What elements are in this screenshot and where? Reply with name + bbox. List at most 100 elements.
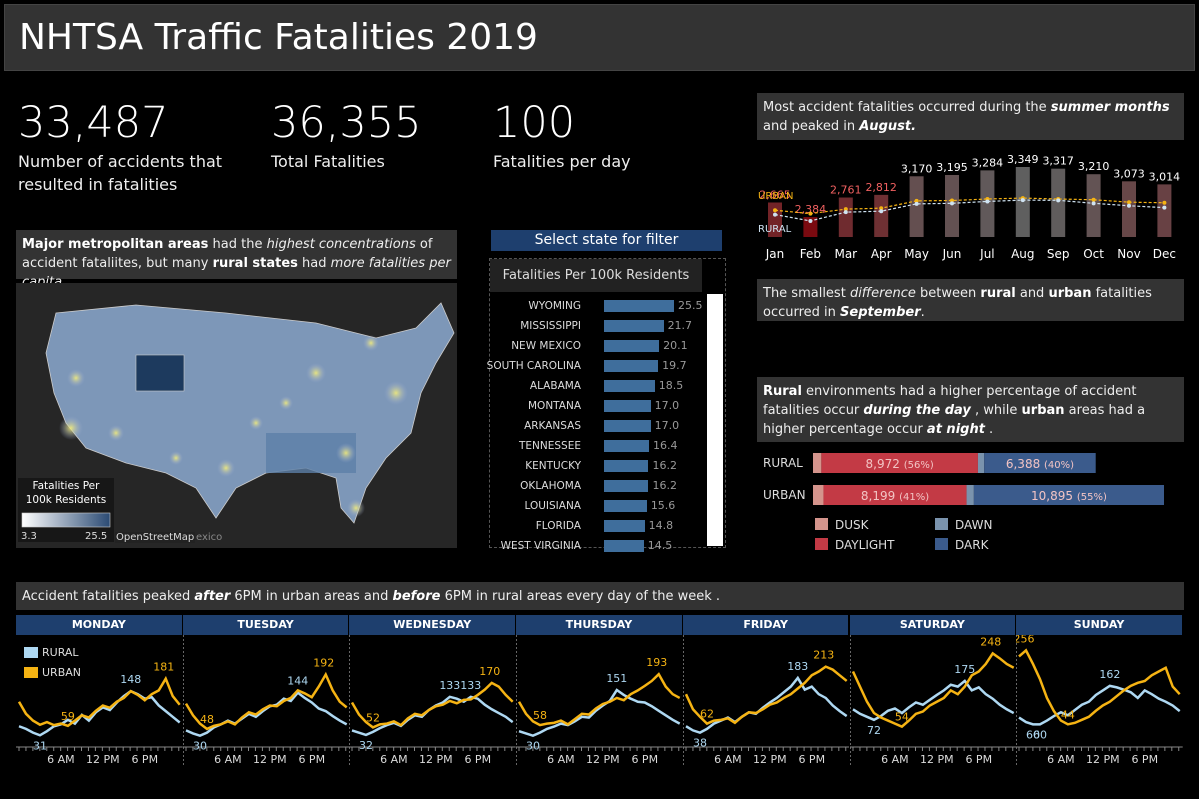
- note-bold: Rural: [763, 384, 802, 399]
- state-row[interactable]: FLORIDA 14.8: [490, 516, 710, 536]
- us-map[interactable]: Fatalities Per 100k Residents 3.3 25.5 O…: [16, 283, 457, 548]
- note-bold: urban: [1048, 286, 1092, 301]
- line-urban: [851, 651, 1014, 729]
- line-urban: [518, 672, 681, 727]
- state-row[interactable]: OKLAHOMA 16.2: [490, 476, 710, 496]
- overlay-point: [1127, 203, 1131, 208]
- legend-swatch: [24, 647, 38, 658]
- kpi-label: Number of accidents that: [18, 152, 223, 171]
- month-value-label: 3,317: [1042, 155, 1074, 168]
- urban-peak-label: 248: [980, 635, 1001, 648]
- line-urban: [184, 671, 348, 731]
- state-row[interactable]: TENNESSEE 16.4: [490, 436, 710, 456]
- note-text: 6PM in rural areas every day of the week…: [440, 589, 721, 604]
- legend-label-daylight: DAYLIGHT: [835, 538, 895, 552]
- month-tick-label: Jun: [942, 247, 962, 261]
- note-bold: Major metropolitan areas: [22, 237, 209, 252]
- state-bar: [604, 320, 664, 332]
- rural-peak-label: 151: [606, 672, 627, 685]
- state-list-scrollbar[interactable]: [707, 294, 723, 546]
- state-row[interactable]: ARKANSAS 17.0: [490, 416, 710, 436]
- lighting-segment-daylight: [823, 485, 967, 505]
- lighting-value-label: 6,388 (40%): [1006, 457, 1074, 471]
- lighting-note: Rural environments had a higher percenta…: [757, 377, 1184, 442]
- kpi-per-day: 100 Fatalities per day: [493, 98, 631, 173]
- note-bold-italic: at night: [926, 422, 985, 437]
- state-name: OKLAHOMA: [520, 480, 581, 492]
- state-row[interactable]: WEST VIRGINIA 14.5: [490, 536, 710, 556]
- state-name: NEW MEXICO: [511, 340, 581, 352]
- state-bar: [604, 360, 659, 372]
- note-italic: highest concentrations: [266, 237, 416, 252]
- month-value-label: 2,812: [865, 181, 897, 194]
- state-value: 16.2: [652, 479, 677, 492]
- state-name: ALABAMA: [529, 380, 581, 392]
- overlay-point: [950, 198, 954, 203]
- state-bar: [604, 500, 647, 512]
- day-chart: 31 59 148 181 6 AM 12 PM 6 PM: [16, 661, 183, 765]
- lighting-segment-dark: [984, 453, 1096, 473]
- state-value: 16.4: [653, 439, 678, 452]
- state-name: TENNESSEE: [519, 440, 581, 452]
- state-row[interactable]: WYOMING 25.5: [490, 296, 710, 316]
- overlay-point: [1056, 198, 1061, 203]
- x-tick-label: 12 PM: [920, 753, 954, 765]
- month-bar: [909, 176, 924, 237]
- note-bold-italic: after: [194, 589, 231, 604]
- state-row[interactable]: NEW MEXICO 20.1: [490, 336, 710, 356]
- note-bold: rural states: [212, 256, 298, 271]
- note-bold-italic: September: [840, 305, 921, 320]
- month-tick-label: Oct: [1083, 247, 1104, 261]
- rural-peak-label: 148: [120, 673, 141, 686]
- state-value: 21.7: [667, 319, 693, 332]
- lighting-category-label: URBAN: [763, 488, 806, 502]
- state-row[interactable]: SOUTH CAROLINA 19.7: [486, 356, 710, 376]
- month-tick-label: Jan: [765, 247, 785, 261]
- line-rural: [685, 675, 848, 735]
- month-bar: [768, 202, 782, 237]
- state-bar: [604, 380, 655, 392]
- month-value-label: 3,284: [972, 156, 1004, 169]
- overlay-point: [808, 218, 813, 223]
- legend-swatch-dawn: [935, 518, 948, 530]
- map-attribution[interactable]: OpenStreetMap: [115, 532, 196, 543]
- state-row[interactable]: ALABAMA 18.5: [490, 376, 710, 396]
- urban-min-label: 62: [700, 708, 714, 721]
- state-value: 14.8: [648, 519, 674, 532]
- state-name: SOUTH CAROLINA: [486, 360, 581, 372]
- day-header: TUESDAY: [182, 615, 349, 635]
- overlay-point: [1091, 201, 1096, 206]
- state-row[interactable]: KENTUCKY 16.2: [490, 456, 710, 476]
- state-filter-button[interactable]: Select state for filter: [491, 230, 722, 251]
- overlay-point: [879, 206, 884, 211]
- day-chart: 30 48 144 192 6 AM 12 PM 6 PM: [182, 635, 350, 765]
- day-header: MONDAY: [16, 615, 182, 635]
- note-text: .: [920, 305, 925, 320]
- legend-swatch-dusk: [815, 518, 828, 530]
- difference-note: The smallest difference between rural an…: [757, 279, 1184, 321]
- line-rural: [185, 690, 347, 738]
- kpi-fatalities: 36,355 Total Fatalities: [271, 98, 421, 173]
- kpi-label: Fatalities per day: [493, 152, 631, 171]
- note-text: environments had a higher percentage of …: [763, 384, 1137, 418]
- note-text: The smallest: [763, 286, 850, 301]
- month-bar: [803, 217, 818, 237]
- map-legend-bg: [18, 478, 114, 542]
- month-tick-label: May: [904, 247, 929, 261]
- day-chart: 72 54 175 248 6 AM 12 PM 6 PM: [849, 635, 1017, 765]
- urban-min-label: 59: [61, 710, 75, 723]
- line-rural: [518, 688, 681, 738]
- state-row[interactable]: MISSISSIPPI 21.7: [490, 316, 710, 336]
- page-title: NHTSA Traffic Fatalities 2019: [19, 17, 538, 58]
- state-bar: [604, 420, 651, 432]
- x-tick-label: 6 AM: [381, 753, 409, 765]
- state-name: FLORIDA: [535, 520, 581, 532]
- overlay-point: [808, 211, 813, 216]
- month-bar: [874, 194, 889, 237]
- month-value-label: 2,761: [830, 184, 862, 197]
- legend-min: 3.3: [21, 531, 37, 542]
- state-row[interactable]: LOUISIANA 15.6: [490, 496, 710, 516]
- state-list[interactable]: Fatalities Per 100k Residents WYOMING 25.…: [486, 258, 726, 552]
- state-row[interactable]: MONTANA 17.0: [490, 396, 710, 416]
